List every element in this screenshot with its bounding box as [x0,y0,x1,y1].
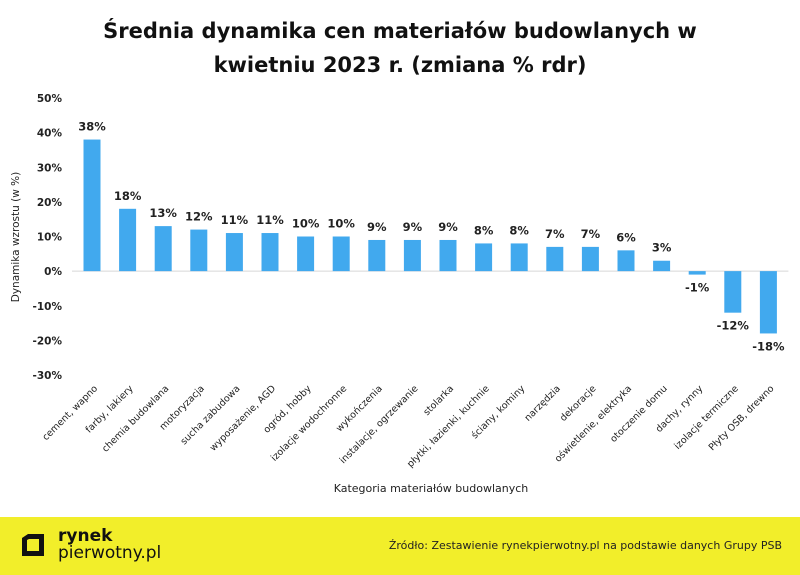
source-note: Źródło: Zestawienie rynekpierwotny.pl na… [388,539,782,552]
y-tick-label: -30% [33,370,63,382]
x-tick-label: stolarka [421,383,456,418]
bar [724,271,742,313]
bar [510,243,528,272]
brand-line-2: pierwotny.pl [58,543,162,563]
y-tick-label: 50% [37,93,63,105]
bar-value-label: 18% [114,189,142,203]
bar-value-label: 8% [474,223,494,237]
footer-bar: rynek pierwotny.pl Źródło: Zestawienie r… [0,517,800,575]
bar-value-label: 12% [185,210,213,224]
brand-logo-text: rynek pierwotny.pl [58,528,161,562]
bar-value-label: 3% [652,241,672,255]
value-labels: 38% 18% 13% 12% 11% 11% 10% 10% 9% 9% 9% 8% 8% 7% 7% 6%… [78,120,785,354]
bar-value-label: 9% [403,220,423,234]
bar-value-label: 7% [581,227,601,241]
y-tick-label: 40% [37,128,63,140]
bar-value-label: 9% [367,220,387,234]
bar-value-label: 8% [509,223,529,237]
bar [759,271,777,334]
bar [368,239,386,272]
x-tick-label: izolacje termiczne [672,383,741,452]
bar-value-label: 6% [616,230,636,244]
bars [83,139,777,334]
x-tick-label: Płyty OSB, drewno [707,383,777,453]
bar [332,236,350,272]
bar [119,208,137,272]
y-axis-label: Dynamika wzrostu (w %) [10,172,22,303]
bar-value-label: 11% [221,213,249,227]
y-tick-label: -20% [33,335,63,347]
x-tick-label: chemia budowlana [100,383,171,454]
bar-value-label: -12% [717,319,750,333]
bar [439,239,457,272]
bar [297,236,315,272]
bar [653,260,671,272]
bar [688,271,706,275]
rynekpierwotny-logo-icon [22,534,44,556]
chart-title-line-2: kwietniu 2023 r. (zmiana % rdr) [213,53,587,77]
bar-chart: -30% -20% -10% 0% 10% 20% 30% 40% 50% 38% 18% 13% 1… [10,93,789,495]
bar [581,246,599,272]
bar-value-label: 38% [78,120,106,134]
bar-value-label: 7% [545,227,565,241]
bar-value-label: 11% [256,213,284,227]
bar [546,246,564,272]
bar-value-label: -1% [685,281,710,295]
chart-title-line-1: Średnia dynamika cen materiałów budowlan… [103,19,697,43]
y-tick-label: 0% [44,266,62,278]
chart-title: Średnia dynamika cen materiałów budowlan… [0,14,800,82]
y-tick-label: 20% [37,197,63,209]
bar [190,229,208,272]
bar [83,139,101,272]
bar-value-label: 13% [149,206,177,220]
bar-value-label: 9% [438,220,458,234]
bar [225,233,243,272]
bar-value-label: -18% [752,339,785,353]
bar-value-label: 10% [327,217,355,231]
x-tick-label: wyposażenie, AGD [208,383,278,453]
bar [617,250,635,272]
x-axis-label: Kategoria materiałów budowlanych [334,482,529,495]
bar-value-label: 10% [292,217,320,231]
y-tick-label: 10% [37,232,63,244]
bar [261,233,279,272]
y-axis-ticks: -30% -20% -10% 0% 10% 20% 30% 40% 50% [33,93,63,382]
y-tick-label: -10% [33,301,63,313]
y-tick-label: 30% [37,162,63,174]
bar [475,243,493,272]
bar [154,226,172,272]
brand-line-1: rynek [58,526,113,546]
bar [403,239,421,272]
x-tick-label: narzędzia [523,383,563,423]
